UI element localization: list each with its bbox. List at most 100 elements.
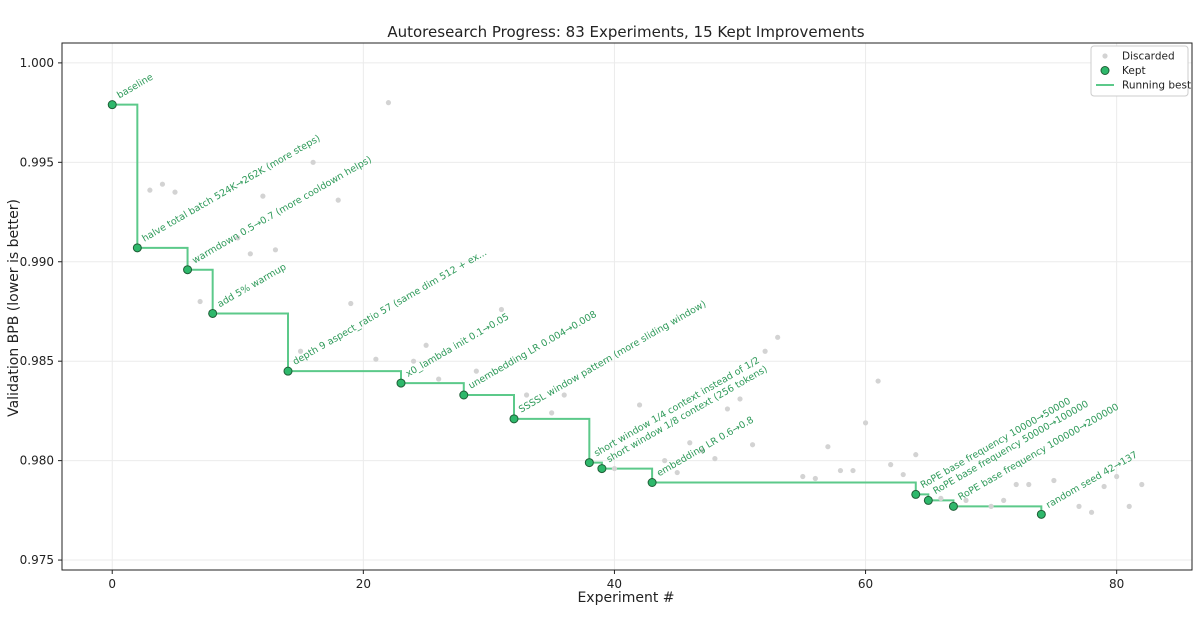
discarded-point [611, 465, 618, 472]
discarded-point [699, 448, 705, 454]
kept-point [509, 414, 519, 424]
chart-title: Autoresearch Progress: 83 Experiments, 1… [387, 23, 864, 41]
discarded-point [850, 467, 856, 474]
kept-annotation: RoPE base frequency 50000→100000 [931, 399, 1090, 497]
annotations: baseline halve total batch 524K→262K (mor… [115, 72, 1139, 511]
x-tick-label: 80 [1109, 577, 1124, 591]
kept-annotation: warmdown 0.5→0.7 (more cooldown helps) [191, 154, 374, 266]
x-tick-label: 40 [607, 577, 622, 591]
discarded-point [762, 348, 768, 354]
discarded-point [662, 458, 668, 464]
y-tick-label: 0.990 [20, 255, 54, 269]
y-tick-label: 0.995 [20, 155, 54, 169]
kept-point [597, 464, 607, 474]
discarded-series [147, 100, 1145, 515]
kept-point [911, 489, 921, 499]
discarded-point [775, 334, 781, 340]
discarded-point [687, 440, 693, 446]
legend-kept-marker [1100, 66, 1110, 75]
kept-point [283, 366, 293, 376]
discarded-point [436, 376, 442, 382]
discarded-point [1026, 481, 1032, 488]
discarded-point [1114, 473, 1120, 480]
kept-series [107, 100, 1046, 519]
kept-point [923, 495, 933, 505]
discarded-point [1013, 481, 1019, 488]
legend-discarded-marker [1102, 53, 1108, 59]
kept-point [132, 243, 142, 253]
discarded-point [724, 406, 731, 412]
kept-annotation: short window 1/4 context instead of 1/2 [592, 355, 761, 459]
discarded-point [712, 456, 718, 462]
discarded-point [737, 396, 743, 402]
discarded-point [549, 410, 555, 416]
kept-point [396, 378, 406, 388]
discarded-point [147, 187, 153, 193]
discarded-point [561, 392, 567, 398]
discarded-point [260, 193, 266, 199]
x-tick-label: 0 [108, 577, 116, 591]
discarded-point [473, 368, 479, 374]
legend-kept-label: Kept [1122, 65, 1146, 77]
discarded-point [272, 247, 279, 253]
kept-annotation: add 5% warmup [216, 262, 289, 310]
discarded-point [988, 503, 994, 509]
kept-annotation: random seed 42→137 [1044, 450, 1139, 511]
y-axis-label: Validation BPB (lower is better) [6, 199, 22, 417]
kept-point [459, 390, 469, 400]
discarded-point [674, 469, 680, 476]
x-axis-ticks: 0 20 40 60 80 [108, 570, 1124, 591]
discarded-point [172, 189, 178, 195]
kept-point [208, 308, 218, 318]
discarded-point [423, 342, 429, 348]
discarded-point [523, 392, 530, 398]
discarded-point [1088, 509, 1095, 515]
discarded-point [335, 197, 341, 203]
discarded-point [1126, 503, 1132, 509]
legend-discarded-label: Discarded [1122, 51, 1175, 63]
discarded-point [1101, 483, 1107, 490]
discarded-point [900, 471, 906, 478]
kept-annotation: SSSSL window pattern (more sliding windo… [517, 299, 708, 416]
plot-area-frame [61, 42, 1193, 571]
discarded-point [913, 452, 919, 458]
discarded-point [373, 356, 379, 362]
x-tick-label: 60 [858, 577, 873, 591]
running-best-series [112, 103, 1043, 515]
discarded-point [235, 235, 241, 241]
discarded-point [888, 462, 894, 468]
y-tick-label: 1.000 [20, 56, 54, 70]
discarded-point [498, 306, 505, 313]
discarded-point [862, 420, 869, 426]
y-tick-label: 0.980 [20, 454, 54, 468]
kept-annotation: baseline [115, 72, 155, 101]
discarded-point [1139, 481, 1145, 488]
kept-point [1036, 509, 1046, 519]
discarded-point [800, 473, 806, 480]
discarded-point [749, 442, 756, 448]
discarded-point [963, 497, 969, 503]
kept-point [107, 100, 117, 110]
discarded-point [812, 475, 818, 482]
running-best-line [112, 103, 1043, 515]
discarded-point [837, 467, 844, 474]
grid [62, 43, 1192, 570]
discarded-point [938, 495, 944, 502]
discarded-point [385, 100, 392, 106]
kept-annotation: halve total batch 524K→262K (more steps) [140, 133, 322, 244]
legend-running-best-label: Running best [1122, 80, 1191, 92]
y-axis-ticks: 0.975 0.980 0.985 0.990 0.995 1.000 [20, 56, 62, 567]
legend-box [1090, 45, 1189, 97]
discarded-point [310, 159, 316, 165]
discarded-point [159, 181, 166, 187]
discarded-point [297, 348, 304, 354]
y-tick-label: 0.985 [20, 354, 54, 368]
discarded-point [1051, 477, 1057, 484]
discarded-point [348, 300, 354, 307]
kept-point [183, 265, 193, 275]
discarded-point [825, 444, 831, 450]
discarded-point [636, 402, 643, 408]
discarded-point [197, 298, 203, 305]
legend: Discarded Kept Running best [1090, 45, 1191, 97]
